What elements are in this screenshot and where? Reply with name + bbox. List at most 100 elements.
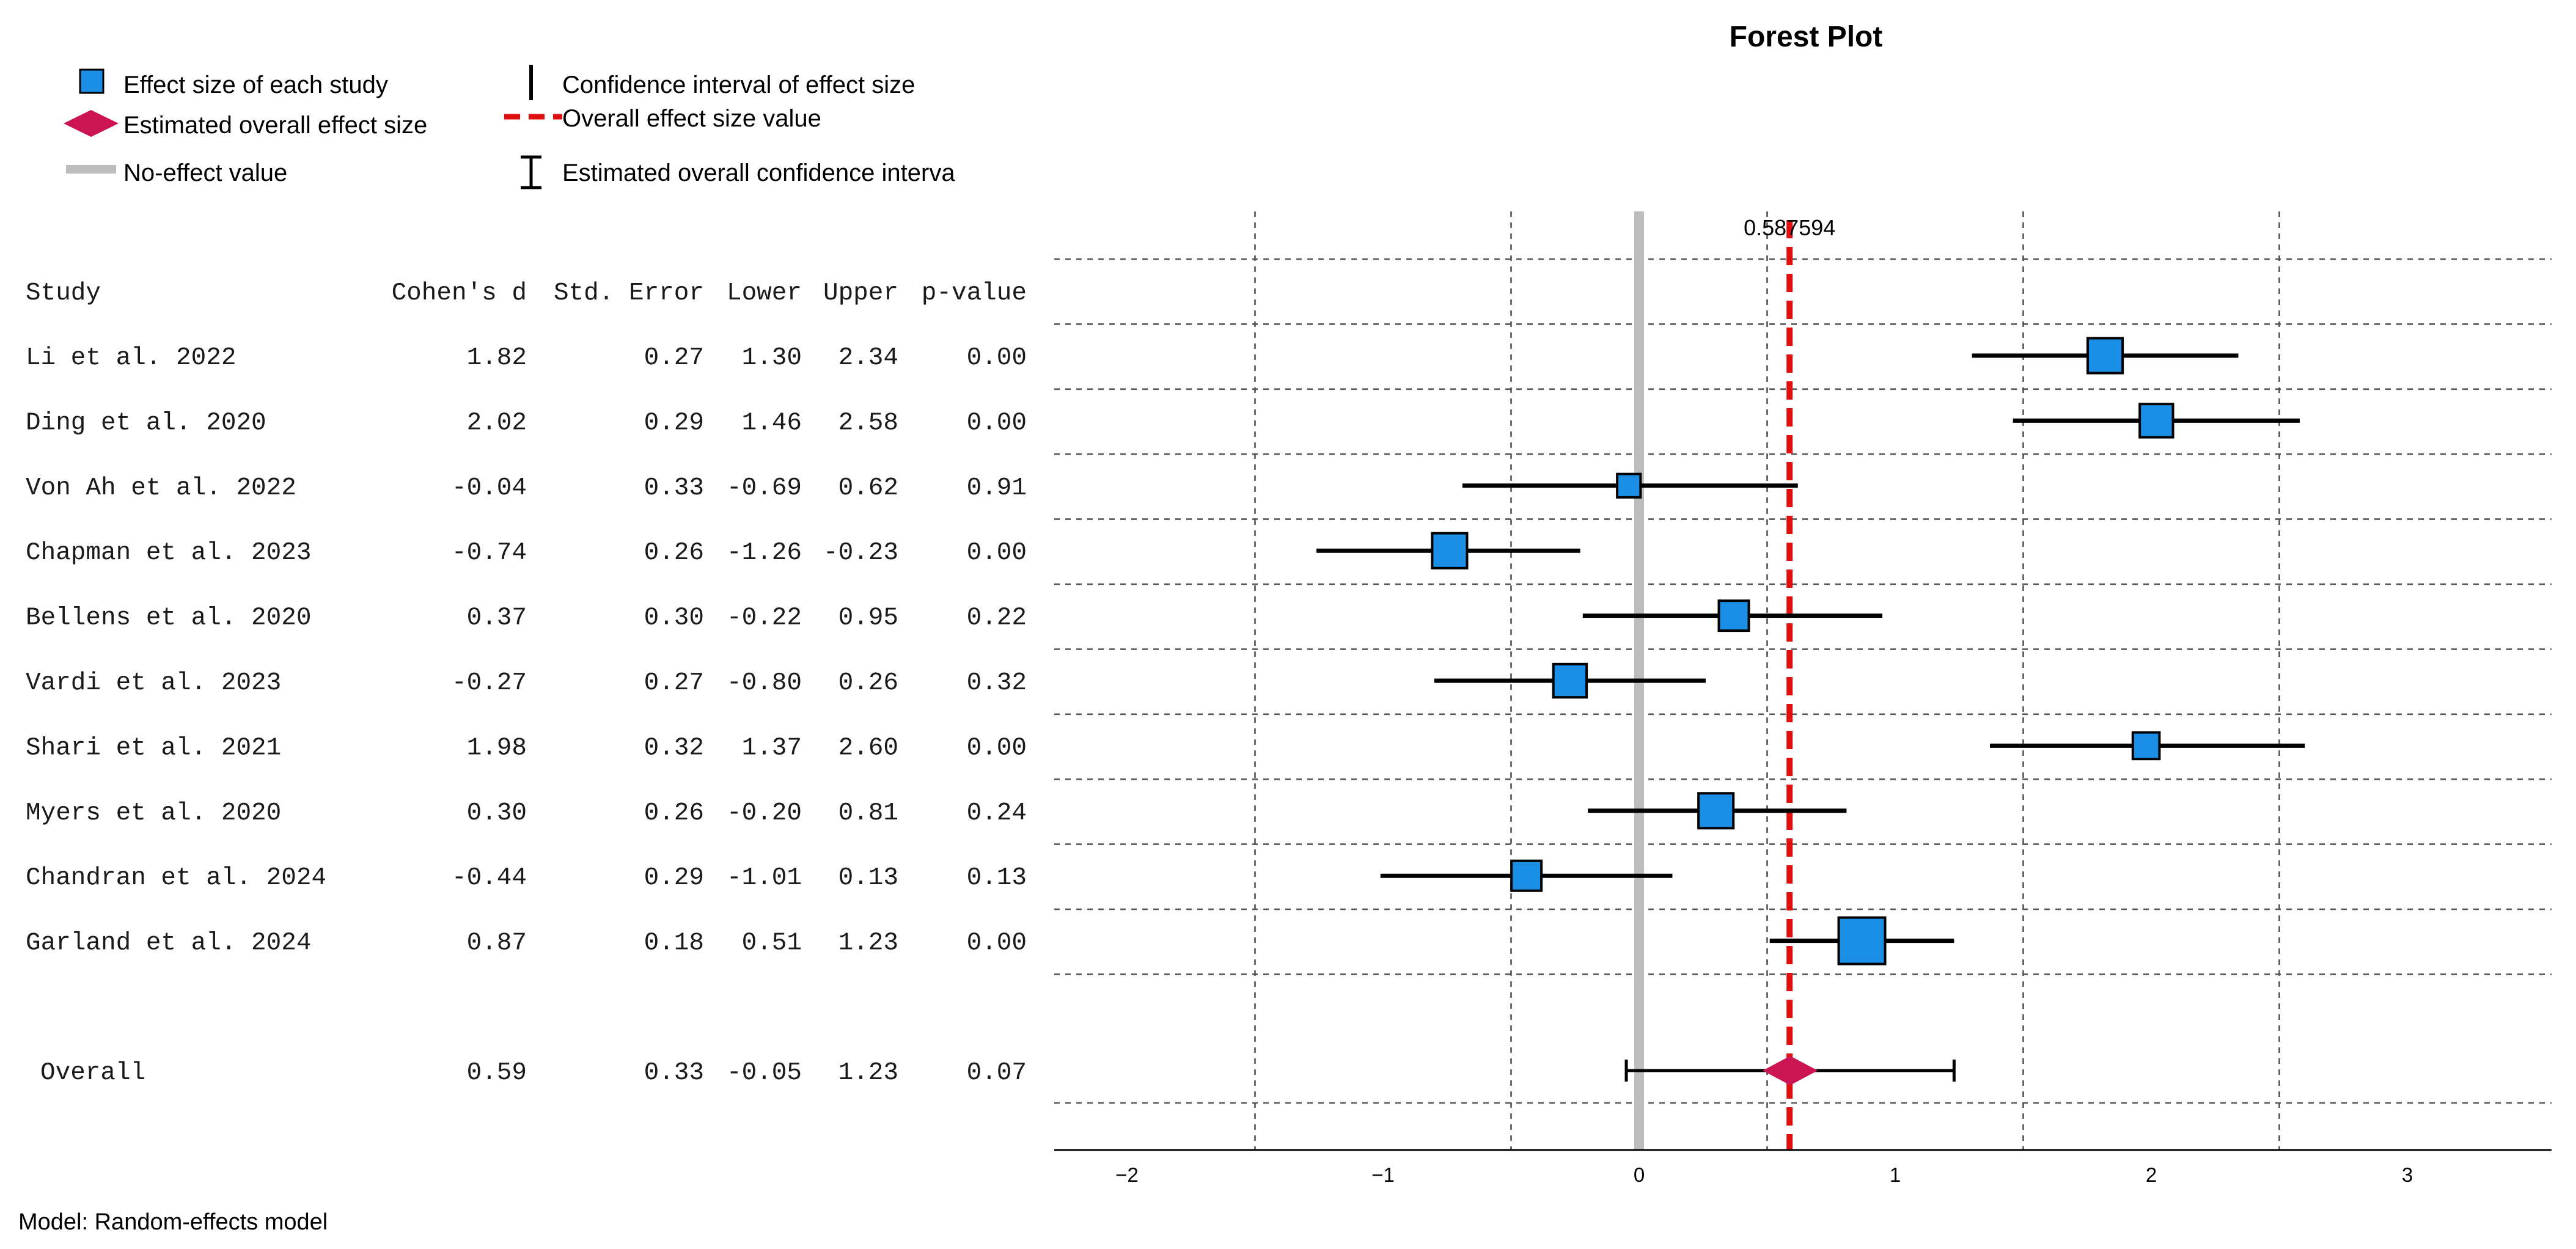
- effect-size-square: [2086, 337, 2124, 375]
- p-value: 0.32: [967, 669, 1027, 697]
- legend: Effect size of each study Estimated over…: [64, 65, 955, 189]
- legend-label-overall-effect: Estimated overall effect size: [123, 112, 427, 139]
- overall-cohens-d: 0.59: [467, 1059, 527, 1087]
- upper-value: 2.60: [838, 734, 898, 762]
- lower-value: 1.37: [742, 734, 802, 762]
- study-name: Vardi et al. 2023: [26, 669, 281, 697]
- x-tick-label: −2: [1115, 1163, 1139, 1186]
- header-std-error: Std. Error: [554, 279, 704, 307]
- footnote-model: Model: Random-effects model: [18, 1209, 328, 1235]
- legend-label-overall-value: Overall effect size value: [562, 105, 821, 132]
- upper-value: 2.58: [838, 409, 898, 437]
- x-tick-label: 1: [1890, 1163, 1901, 1186]
- legend-ci-bar-icon: [521, 155, 541, 189]
- cohens-d-value: -0.74: [452, 539, 527, 567]
- p-value: 0.00: [967, 539, 1027, 567]
- lower-value: 1.30: [742, 344, 802, 372]
- cohens-d-value: 0.30: [467, 799, 527, 827]
- header-lower: Lower: [727, 279, 802, 307]
- overall-lower: -0.05: [727, 1059, 802, 1087]
- upper-value: 0.26: [838, 669, 898, 697]
- p-value: 0.13: [967, 864, 1027, 892]
- effect-size-square: [2138, 403, 2174, 439]
- std-error-value: 0.29: [644, 864, 704, 892]
- std-error-value: 0.29: [644, 409, 704, 437]
- cohens-d-value: 2.02: [467, 409, 527, 437]
- study-name: Chapman et al. 2023: [26, 539, 311, 567]
- upper-value: 2.34: [838, 344, 898, 372]
- effect-size-square: [1552, 662, 1588, 699]
- study-name: Myers et al. 2020: [26, 799, 281, 827]
- effect-size-square: [1431, 532, 1469, 570]
- cohens-d-value: -0.04: [452, 474, 527, 502]
- lower-value: -0.69: [727, 474, 802, 502]
- upper-value: -0.23: [823, 539, 898, 567]
- std-error-value: 0.32: [644, 734, 704, 762]
- cohens-d-value: -0.44: [452, 864, 527, 892]
- lower-value: -0.20: [727, 799, 802, 827]
- std-error-value: 0.33: [644, 474, 704, 502]
- cohens-d-value: 1.82: [467, 344, 527, 372]
- cohens-d-value: 0.37: [467, 604, 527, 632]
- x-tick-label: 0: [1634, 1163, 1645, 1186]
- cohens-d-value: 0.87: [467, 929, 527, 958]
- legend-label-ci: Confidence interval of effect size: [562, 71, 915, 98]
- study-name: Von Ah et al. 2022: [26, 474, 296, 502]
- upper-value: 0.13: [838, 864, 898, 892]
- std-error-value: 0.27: [644, 669, 704, 697]
- std-error-value: 0.27: [644, 344, 704, 372]
- p-value: 0.91: [967, 474, 1027, 502]
- p-value: 0.00: [967, 344, 1027, 372]
- lower-value: -0.80: [727, 669, 802, 697]
- upper-value: 0.81: [838, 799, 898, 827]
- upper-value: 0.95: [838, 604, 898, 632]
- x-tick-label: 3: [2402, 1163, 2413, 1186]
- table-header: Study Cohen's d Std. Error Lower Upper p…: [26, 279, 1027, 307]
- header-cohens-d: Cohen's d: [392, 279, 527, 307]
- p-value: 0.00: [967, 409, 1027, 437]
- study-name: Chandran et al. 2024: [26, 864, 326, 892]
- legend-diamond-icon: [64, 110, 119, 137]
- effect-size-square: [2131, 731, 2161, 761]
- effect-size-square: [1837, 916, 1887, 965]
- chart-title: Forest Plot: [1730, 21, 1883, 53]
- legend-label-no-effect: No-effect value: [123, 159, 287, 186]
- lower-value: 1.46: [742, 409, 802, 437]
- header-upper: Upper: [823, 279, 898, 307]
- std-error-value: 0.30: [644, 604, 704, 632]
- header-p-value: p-value: [922, 279, 1027, 307]
- study-name: Ding et al. 2020: [26, 409, 266, 437]
- overall-effect-diamond: [1763, 1056, 1818, 1085]
- cohens-d-value: 1.98: [467, 734, 527, 762]
- std-error-value: 0.26: [644, 799, 704, 827]
- legend-label-overall-ci: Estimated overall confidence interva: [562, 159, 955, 186]
- effect-size-square: [1717, 599, 1750, 632]
- std-error-value: 0.26: [644, 539, 704, 567]
- plot-area: 0.587594 −2 −1 0 1 2 3: [1054, 211, 2552, 1186]
- overall-upper: 1.23: [838, 1059, 898, 1087]
- study-name: Garland et al. 2024: [26, 929, 311, 958]
- p-value: 0.22: [967, 604, 1027, 632]
- lower-value: 0.51: [742, 929, 802, 958]
- effect-size-square: [1510, 859, 1543, 892]
- p-value: 0.00: [967, 929, 1027, 958]
- upper-value: 0.62: [838, 474, 898, 502]
- study-name: Li et al. 2022: [26, 344, 236, 372]
- overall-std-error: 0.33: [644, 1059, 704, 1087]
- study-name: Shari et al. 2021: [26, 734, 281, 762]
- p-value: 0.24: [967, 799, 1027, 827]
- x-tick-label: 2: [2146, 1163, 2157, 1186]
- effect-size-square: [1616, 472, 1642, 499]
- lower-value: -0.22: [727, 604, 802, 632]
- overall-p-value: 0.07: [967, 1059, 1027, 1087]
- std-error-value: 0.18: [644, 929, 704, 958]
- upper-value: 1.23: [838, 929, 898, 958]
- lower-value: -1.01: [727, 864, 802, 892]
- overall-label: Overall: [40, 1059, 145, 1087]
- lower-value: -1.26: [727, 539, 802, 567]
- cohens-d-value: -0.27: [452, 669, 527, 697]
- header-study: Study: [26, 279, 101, 307]
- x-tick-label: −1: [1371, 1163, 1395, 1186]
- overall-value-label: 0.587594: [1744, 215, 1835, 240]
